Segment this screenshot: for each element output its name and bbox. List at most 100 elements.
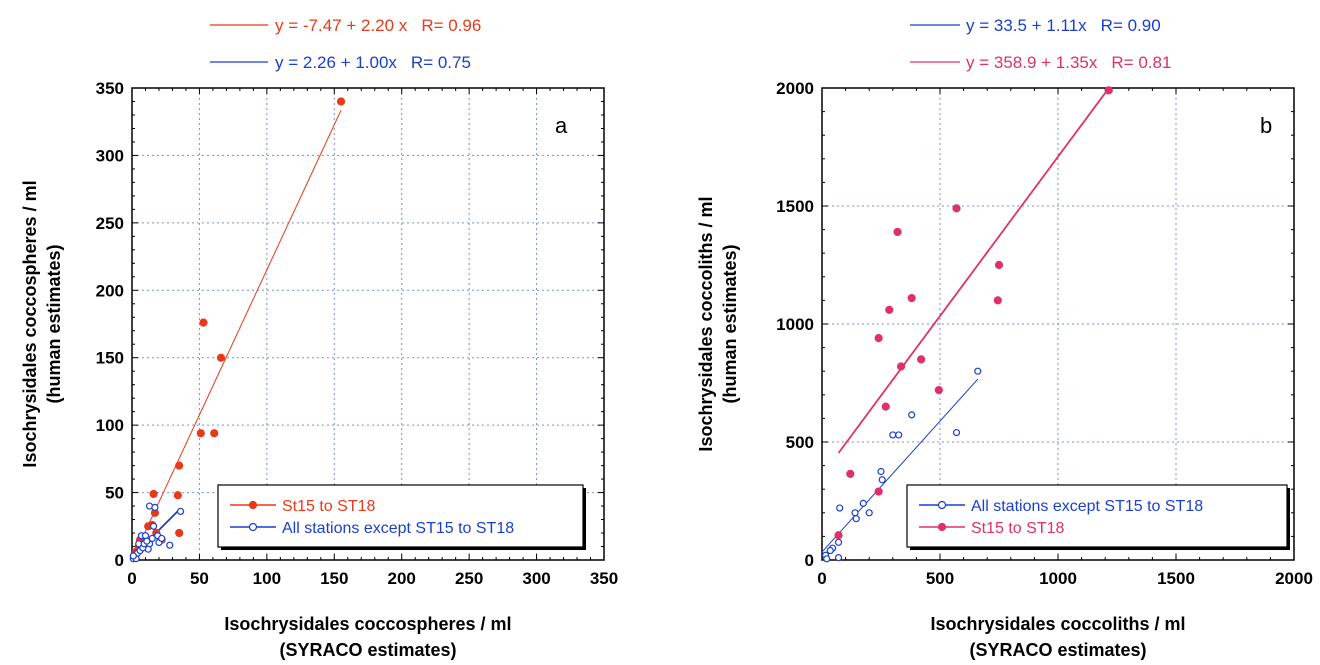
data-point: [859, 499, 867, 507]
x-tick-label: 350: [590, 569, 618, 588]
legend-box: [906, 484, 1288, 548]
data-point: [994, 260, 1004, 270]
data-point: [895, 431, 903, 439]
panel-b-y-axis-title: Isochrysidales coccoliths / ml: [696, 196, 716, 451]
panel-b-ticks: 0 500 1000 1500 2000 0 500 1000 1500 2000: [776, 79, 1313, 588]
data-point: [173, 491, 182, 500]
data-point: [851, 509, 859, 517]
data-point: [166, 541, 174, 549]
y-tick-label: 100: [96, 416, 124, 435]
data-point: [149, 489, 158, 499]
fit-r-value: R= 0.81: [1111, 53, 1171, 72]
panel-b-x-axis-subtitle: (SYRACO estimates): [969, 640, 1146, 660]
data-point: [834, 538, 843, 546]
data-point: [148, 534, 156, 543]
data-point: [826, 546, 834, 555]
data-point: [846, 469, 855, 478]
data-point: [336, 97, 346, 106]
data-point: [952, 428, 961, 437]
panel-b-points: [821, 86, 1113, 563]
data-point: [865, 509, 873, 517]
legend-marker: [248, 522, 258, 532]
fit-r-value: R= 0.90: [1101, 16, 1161, 35]
data-point: [149, 522, 158, 530]
legend-label: St15 to ST18: [971, 520, 1064, 537]
x-tick-label: 300: [522, 569, 550, 588]
panel-a-x-axis-title: Isochrysidales coccospheres / ml: [224, 614, 511, 634]
data-point: [210, 429, 219, 438]
data-point: [199, 318, 208, 327]
data-point: [834, 531, 843, 540]
x-tick-label: 1000: [1039, 569, 1077, 588]
x-tick-label: 500: [926, 569, 954, 588]
data-point: [907, 293, 916, 303]
y-tick-label: 500: [786, 433, 814, 452]
panel-b-chart: 0 500 1000 1500 2000 0 500 1000 1500 2000 b y = 3…: [696, 16, 1313, 660]
panel-a-y-axis-subtitle: (human estimates): [44, 244, 64, 403]
fit-equation: y = 33.5 + 1.11x R= 0.90: [966, 16, 1161, 35]
panel-b-legend: All stations except ST15 to ST18 St15 to …: [906, 484, 1290, 550]
y-tick-label: 2000: [776, 79, 814, 98]
data-point: [993, 296, 1002, 305]
y-tick-label: 1500: [776, 197, 814, 216]
x-tick-label: 250: [455, 569, 483, 588]
y-tick-label: 150: [96, 349, 124, 368]
panel-a-points: [129, 97, 346, 563]
y-tick-label: 300: [96, 146, 124, 165]
y-tick-label: 1000: [776, 315, 814, 334]
panel-a-ticks: 0 50 100 150 200 250 300 350 0 50 100 150 200 250 300 3…: [96, 79, 619, 588]
data-point: [836, 504, 844, 512]
panel-a-label: a: [555, 113, 568, 138]
data-point: [881, 402, 890, 411]
data-point: [896, 362, 906, 371]
panel-b-x-axis-title: Isochrysidales coccoliths / ml: [930, 614, 1185, 634]
data-point: [129, 552, 137, 560]
panel-b-fit-lines: [821, 87, 1110, 553]
data-point: [151, 503, 159, 512]
x-tick-label: 150: [320, 569, 348, 588]
data-point: [952, 204, 961, 213]
data-point: [877, 467, 885, 476]
y-tick-label: 250: [96, 214, 124, 233]
legend-marker: [248, 500, 258, 510]
data-point: [176, 507, 185, 516]
x-tick-label: 100: [253, 569, 281, 588]
data-point: [852, 515, 860, 523]
data-point: [216, 353, 226, 362]
data-point: [889, 431, 897, 439]
fit-line: [821, 378, 979, 553]
data-point: [175, 461, 184, 470]
data-point: [974, 367, 982, 375]
panel-b-label: b: [1260, 113, 1272, 138]
legend-box: [217, 484, 584, 548]
data-point: [196, 429, 205, 438]
panel-a-chart: 0 50 100 150 200 250 300 350 0 50 100 150 200 250 300 3…: [20, 16, 618, 660]
panel-a-plot-frame: [131, 87, 605, 561]
fit-equation: y = 358.9 + 1.35x R= 0.81: [966, 53, 1171, 72]
fit-line: [837, 87, 1110, 454]
y-tick-label: 200: [96, 281, 124, 300]
fit-r-value: R= 0.96: [421, 16, 481, 35]
x-tick-label: 200: [388, 569, 416, 588]
data-point: [878, 476, 886, 484]
x-tick-label: 0: [127, 569, 136, 588]
x-tick-label: 1500: [1157, 569, 1195, 588]
data-point: [823, 555, 831, 563]
legend-marker: [937, 522, 947, 532]
legend-label: All stations except ST15 to ST18: [282, 520, 514, 537]
y-tick-label: 350: [96, 79, 124, 98]
y-tick-label: 0: [115, 551, 124, 570]
panel-b-grid: [822, 88, 1294, 560]
data-point: [885, 305, 894, 314]
legend-label: St15 to ST18: [282, 498, 375, 515]
x-tick-label: 50: [190, 569, 209, 588]
x-tick-label: 2000: [1275, 569, 1313, 588]
fit-line: [131, 110, 342, 561]
data-point: [175, 528, 184, 538]
data-point: [934, 385, 943, 395]
panel-a-equations: y = -7.47 + 2.20 x R= 0.96 y = 2.26 + 1.00…: [210, 16, 481, 72]
y-tick-label: 50: [105, 484, 124, 503]
fit-equation: y = -7.47 + 2.20 x R= 0.96: [275, 16, 481, 35]
x-tick-label: 0: [817, 569, 826, 588]
